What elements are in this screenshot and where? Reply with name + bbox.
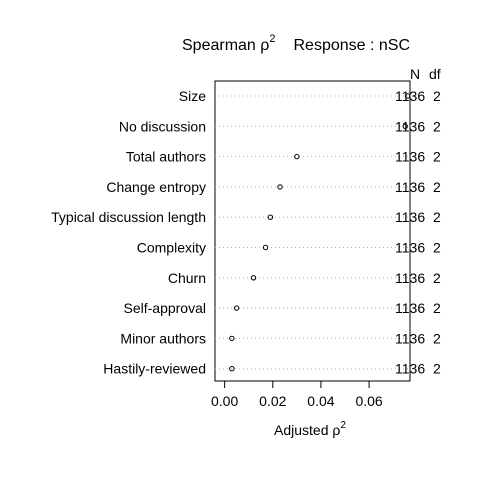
df-value: 2 [433,88,441,104]
df-column-header: df [429,66,441,82]
category-label: Self-approval [124,300,207,316]
right-values: 1136 2 1136 2 1136 2 1136 2 1136 2 1136 2 1136 2 1136 2… [395,88,441,377]
n-value: 1136 [395,361,425,377]
category-label: Size [179,88,206,104]
category-label: Minor authors [120,330,206,346]
data-point [229,335,235,342]
data-point [233,305,240,311]
x-tick-label: 0.02 [259,393,286,409]
x-axis-label-text: Adjusted ρ [274,422,340,438]
x-tick-label: 0.06 [355,393,382,409]
data-point [250,275,257,281]
category-label: Total authors [126,149,206,165]
df-value: 2 [433,300,441,316]
title-left-superscript: 2 [269,33,275,45]
data-point [277,184,283,190]
category-label: Churn [168,270,206,286]
title-left: Spearman ρ [182,37,269,54]
df-value: 2 [433,270,441,286]
x-tick-label: 0.00 [211,393,238,409]
df-value: 2 [433,118,441,134]
df-value: 2 [433,361,441,377]
title-right: Response : nSC [294,37,411,54]
n-value: 1136 [395,149,425,165]
category-label: Complexity [137,240,206,256]
n-value: 1136 [395,209,425,225]
n-value: 1136 [395,330,425,346]
plot-frame [214,80,411,382]
n-column-header: N [410,66,420,82]
category-label: Change entropy [106,179,206,195]
df-value: 2 [433,149,441,165]
n-value: 1136 [395,118,425,134]
data-point [267,214,274,220]
grid-layer [215,95,410,370]
df-value: 2 [433,179,441,195]
chart-title: Spearman ρ2 Response : nSC [182,33,410,54]
x-axis-label: Adjusted ρ2 [274,420,346,438]
n-value: 1136 [395,270,425,286]
df-value: 2 [433,209,441,225]
n-value: 1136 [395,88,425,104]
points-layer [229,93,411,372]
data-point [229,366,235,372]
x-axis: 0.00 0.02 0.04 0.06 [211,380,383,409]
x-tick-label: 0.04 [307,393,334,409]
n-value: 1136 [395,179,425,195]
n-value: 1136 [395,240,425,256]
category-label: Hastily-reviewed [103,361,206,377]
n-value: 1136 [395,300,425,316]
x-axis-label-superscript: 2 [340,420,346,431]
data-point [294,153,300,160]
data-point [402,123,408,130]
category-label: No discussion [119,118,206,134]
data-point [262,244,269,251]
category-labels: Size No discussion Total authors Change ent… [51,88,206,377]
df-value: 2 [433,240,441,256]
df-value: 2 [433,330,441,346]
data-point [404,93,411,99]
category-label: Typical discussion length [51,209,206,225]
